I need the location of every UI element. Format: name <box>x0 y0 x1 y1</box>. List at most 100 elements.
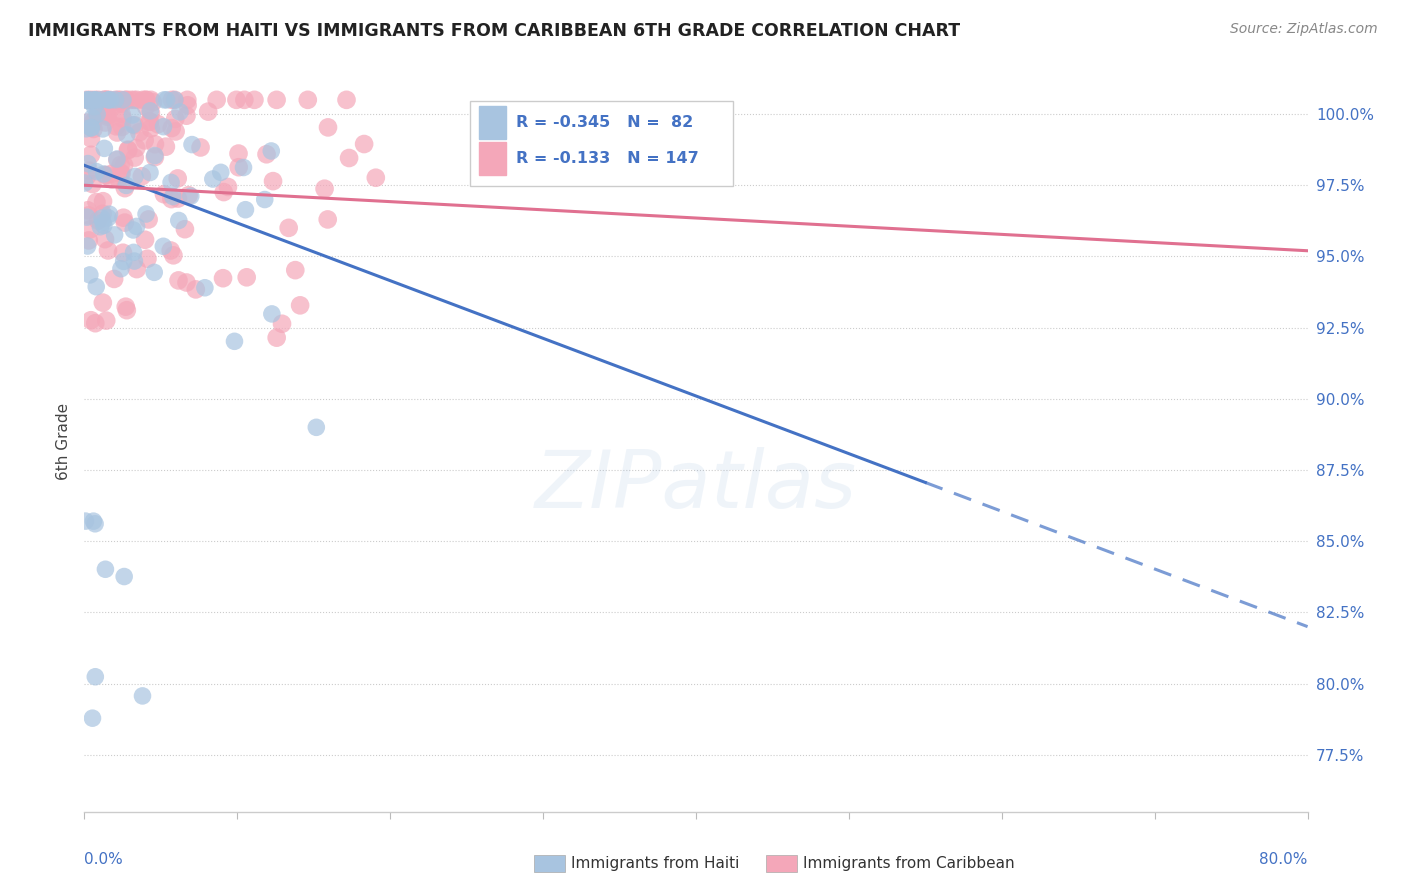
Point <box>297 93 319 107</box>
Point <box>162 248 184 262</box>
Point <box>122 245 145 260</box>
Point <box>163 93 186 107</box>
Point <box>233 93 256 107</box>
Point <box>165 124 187 138</box>
Point <box>97 93 120 107</box>
Point <box>98 93 121 107</box>
Point <box>253 193 276 207</box>
Point <box>77 233 100 247</box>
Point <box>107 171 129 186</box>
Point <box>197 104 219 119</box>
Point <box>136 252 159 266</box>
Point <box>316 212 339 227</box>
Point <box>174 222 197 236</box>
Point <box>111 96 134 111</box>
Point <box>105 152 128 166</box>
Point <box>364 170 387 185</box>
Point <box>124 169 146 184</box>
Point <box>176 93 198 107</box>
Point <box>80 131 103 145</box>
Point <box>94 105 117 120</box>
Point <box>75 121 97 136</box>
Point <box>94 115 117 129</box>
Point <box>260 307 283 321</box>
Point <box>79 222 101 236</box>
Point <box>266 331 288 345</box>
Point <box>139 121 162 136</box>
Point <box>105 126 128 140</box>
Point <box>224 334 246 349</box>
Point <box>86 107 108 121</box>
Point <box>105 153 128 167</box>
Point <box>84 670 107 684</box>
Point <box>138 212 160 227</box>
Point <box>84 316 107 330</box>
Point <box>96 93 118 107</box>
Point <box>91 207 114 221</box>
Text: ZIPatlas: ZIPatlas <box>534 447 858 525</box>
Point <box>152 239 174 253</box>
Point <box>314 182 336 196</box>
Point <box>139 103 162 118</box>
Point <box>79 94 101 108</box>
Point <box>167 273 190 287</box>
Point <box>139 165 162 179</box>
Point <box>97 211 120 225</box>
Point <box>94 232 117 246</box>
Point <box>76 169 98 183</box>
Point <box>79 93 101 107</box>
Point <box>176 98 198 112</box>
Point <box>260 144 283 158</box>
Point <box>146 117 169 131</box>
Point <box>167 213 190 227</box>
Point <box>91 215 114 229</box>
Point <box>84 93 107 107</box>
Point <box>288 298 311 312</box>
FancyBboxPatch shape <box>479 106 506 139</box>
Point <box>143 137 166 152</box>
Point <box>75 514 97 528</box>
Point <box>160 93 183 107</box>
Point <box>163 93 186 107</box>
Point <box>82 177 104 191</box>
Point <box>112 211 135 225</box>
Point <box>122 118 145 132</box>
Point <box>93 93 115 107</box>
Point <box>91 194 114 209</box>
Point <box>114 216 136 230</box>
Point <box>212 185 235 199</box>
Point <box>77 156 100 170</box>
Point <box>122 93 145 107</box>
Text: Immigrants from Haiti: Immigrants from Haiti <box>571 856 740 871</box>
Point <box>305 420 328 434</box>
Point <box>120 93 142 107</box>
Point <box>335 93 357 107</box>
Point <box>235 270 257 285</box>
Point <box>98 207 121 221</box>
Point <box>90 93 112 107</box>
Point <box>232 161 254 175</box>
Point <box>131 689 153 703</box>
Point <box>80 94 103 108</box>
Point <box>80 120 103 135</box>
Point <box>124 151 146 165</box>
Point <box>135 93 157 107</box>
Point <box>100 167 122 181</box>
Point <box>121 108 143 122</box>
Point <box>97 244 120 258</box>
Text: IMMIGRANTS FROM HAITI VS IMMIGRANTS FROM CARIBBEAN 6TH GRADE CORRELATION CHART: IMMIGRANTS FROM HAITI VS IMMIGRANTS FROM… <box>28 22 960 40</box>
Point <box>153 93 176 107</box>
Point <box>93 93 115 107</box>
Point <box>114 181 136 195</box>
Point <box>110 158 132 172</box>
Point <box>103 272 125 286</box>
Point <box>91 211 114 226</box>
Point <box>76 203 98 218</box>
Point <box>132 93 155 107</box>
Point <box>243 93 266 107</box>
Point <box>84 93 107 107</box>
Point <box>82 115 104 129</box>
Point <box>105 120 128 134</box>
Point <box>104 95 127 110</box>
Point <box>139 115 162 129</box>
